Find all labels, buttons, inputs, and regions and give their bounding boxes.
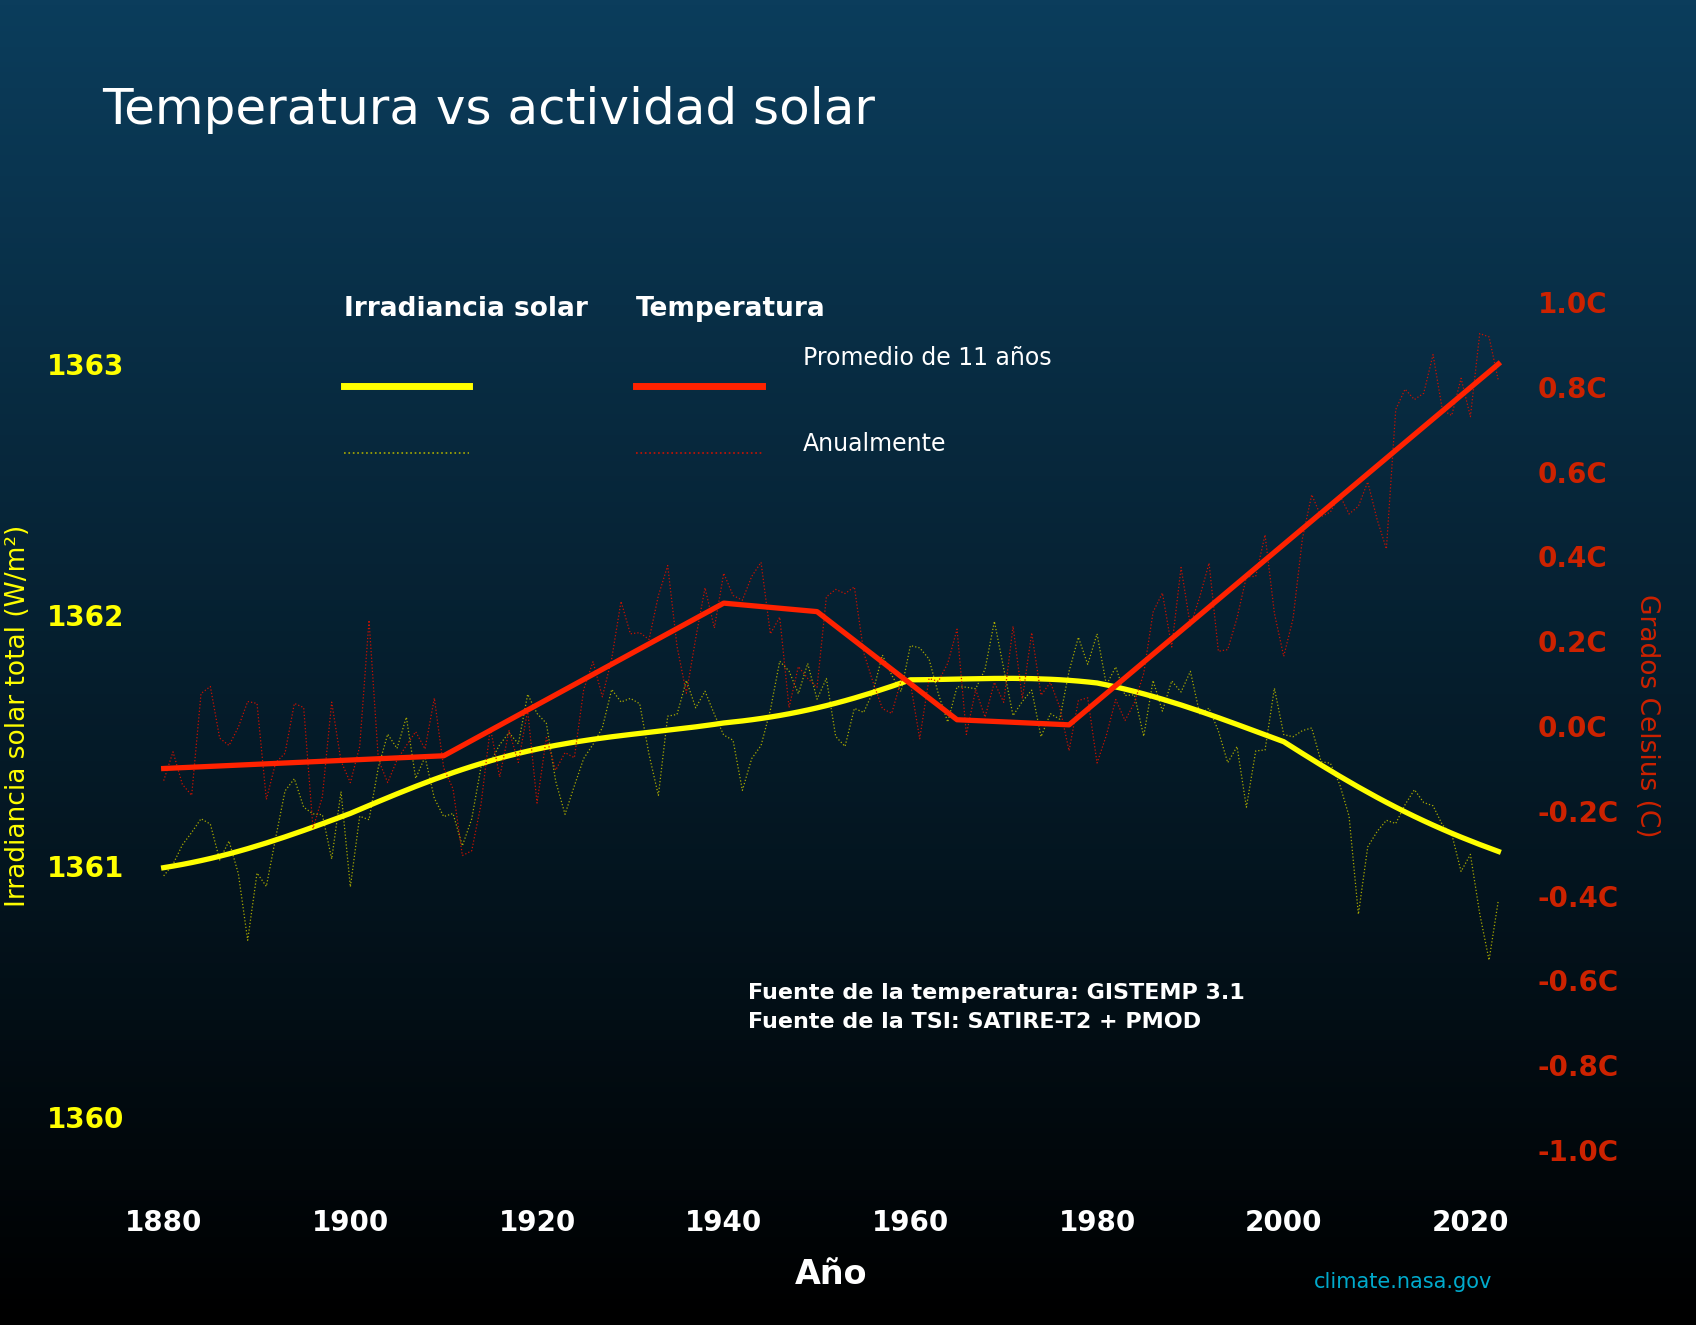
Text: Temperatura vs actividad solar: Temperatura vs actividad solar [102,86,875,134]
Text: Promedio de 11 años: Promedio de 11 años [804,346,1052,370]
Text: climate.nasa.gov: climate.nasa.gov [1314,1272,1492,1292]
X-axis label: Año: Año [795,1257,867,1291]
Text: Fuente de la temperatura: GISTEMP 3.1
Fuente de la TSI: SATIRE-T2 + PMOD: Fuente de la temperatura: GISTEMP 3.1 Fu… [748,983,1245,1032]
Text: Irradiancia solar: Irradiancia solar [344,295,589,322]
Text: Temperatura: Temperatura [636,295,826,322]
Y-axis label: Irradiancia solar total (W/m²): Irradiancia solar total (W/m²) [5,525,31,906]
Text: Anualmente: Anualmente [804,432,946,456]
Y-axis label: Grados Celsius (C): Grados Celsius (C) [1635,594,1660,837]
